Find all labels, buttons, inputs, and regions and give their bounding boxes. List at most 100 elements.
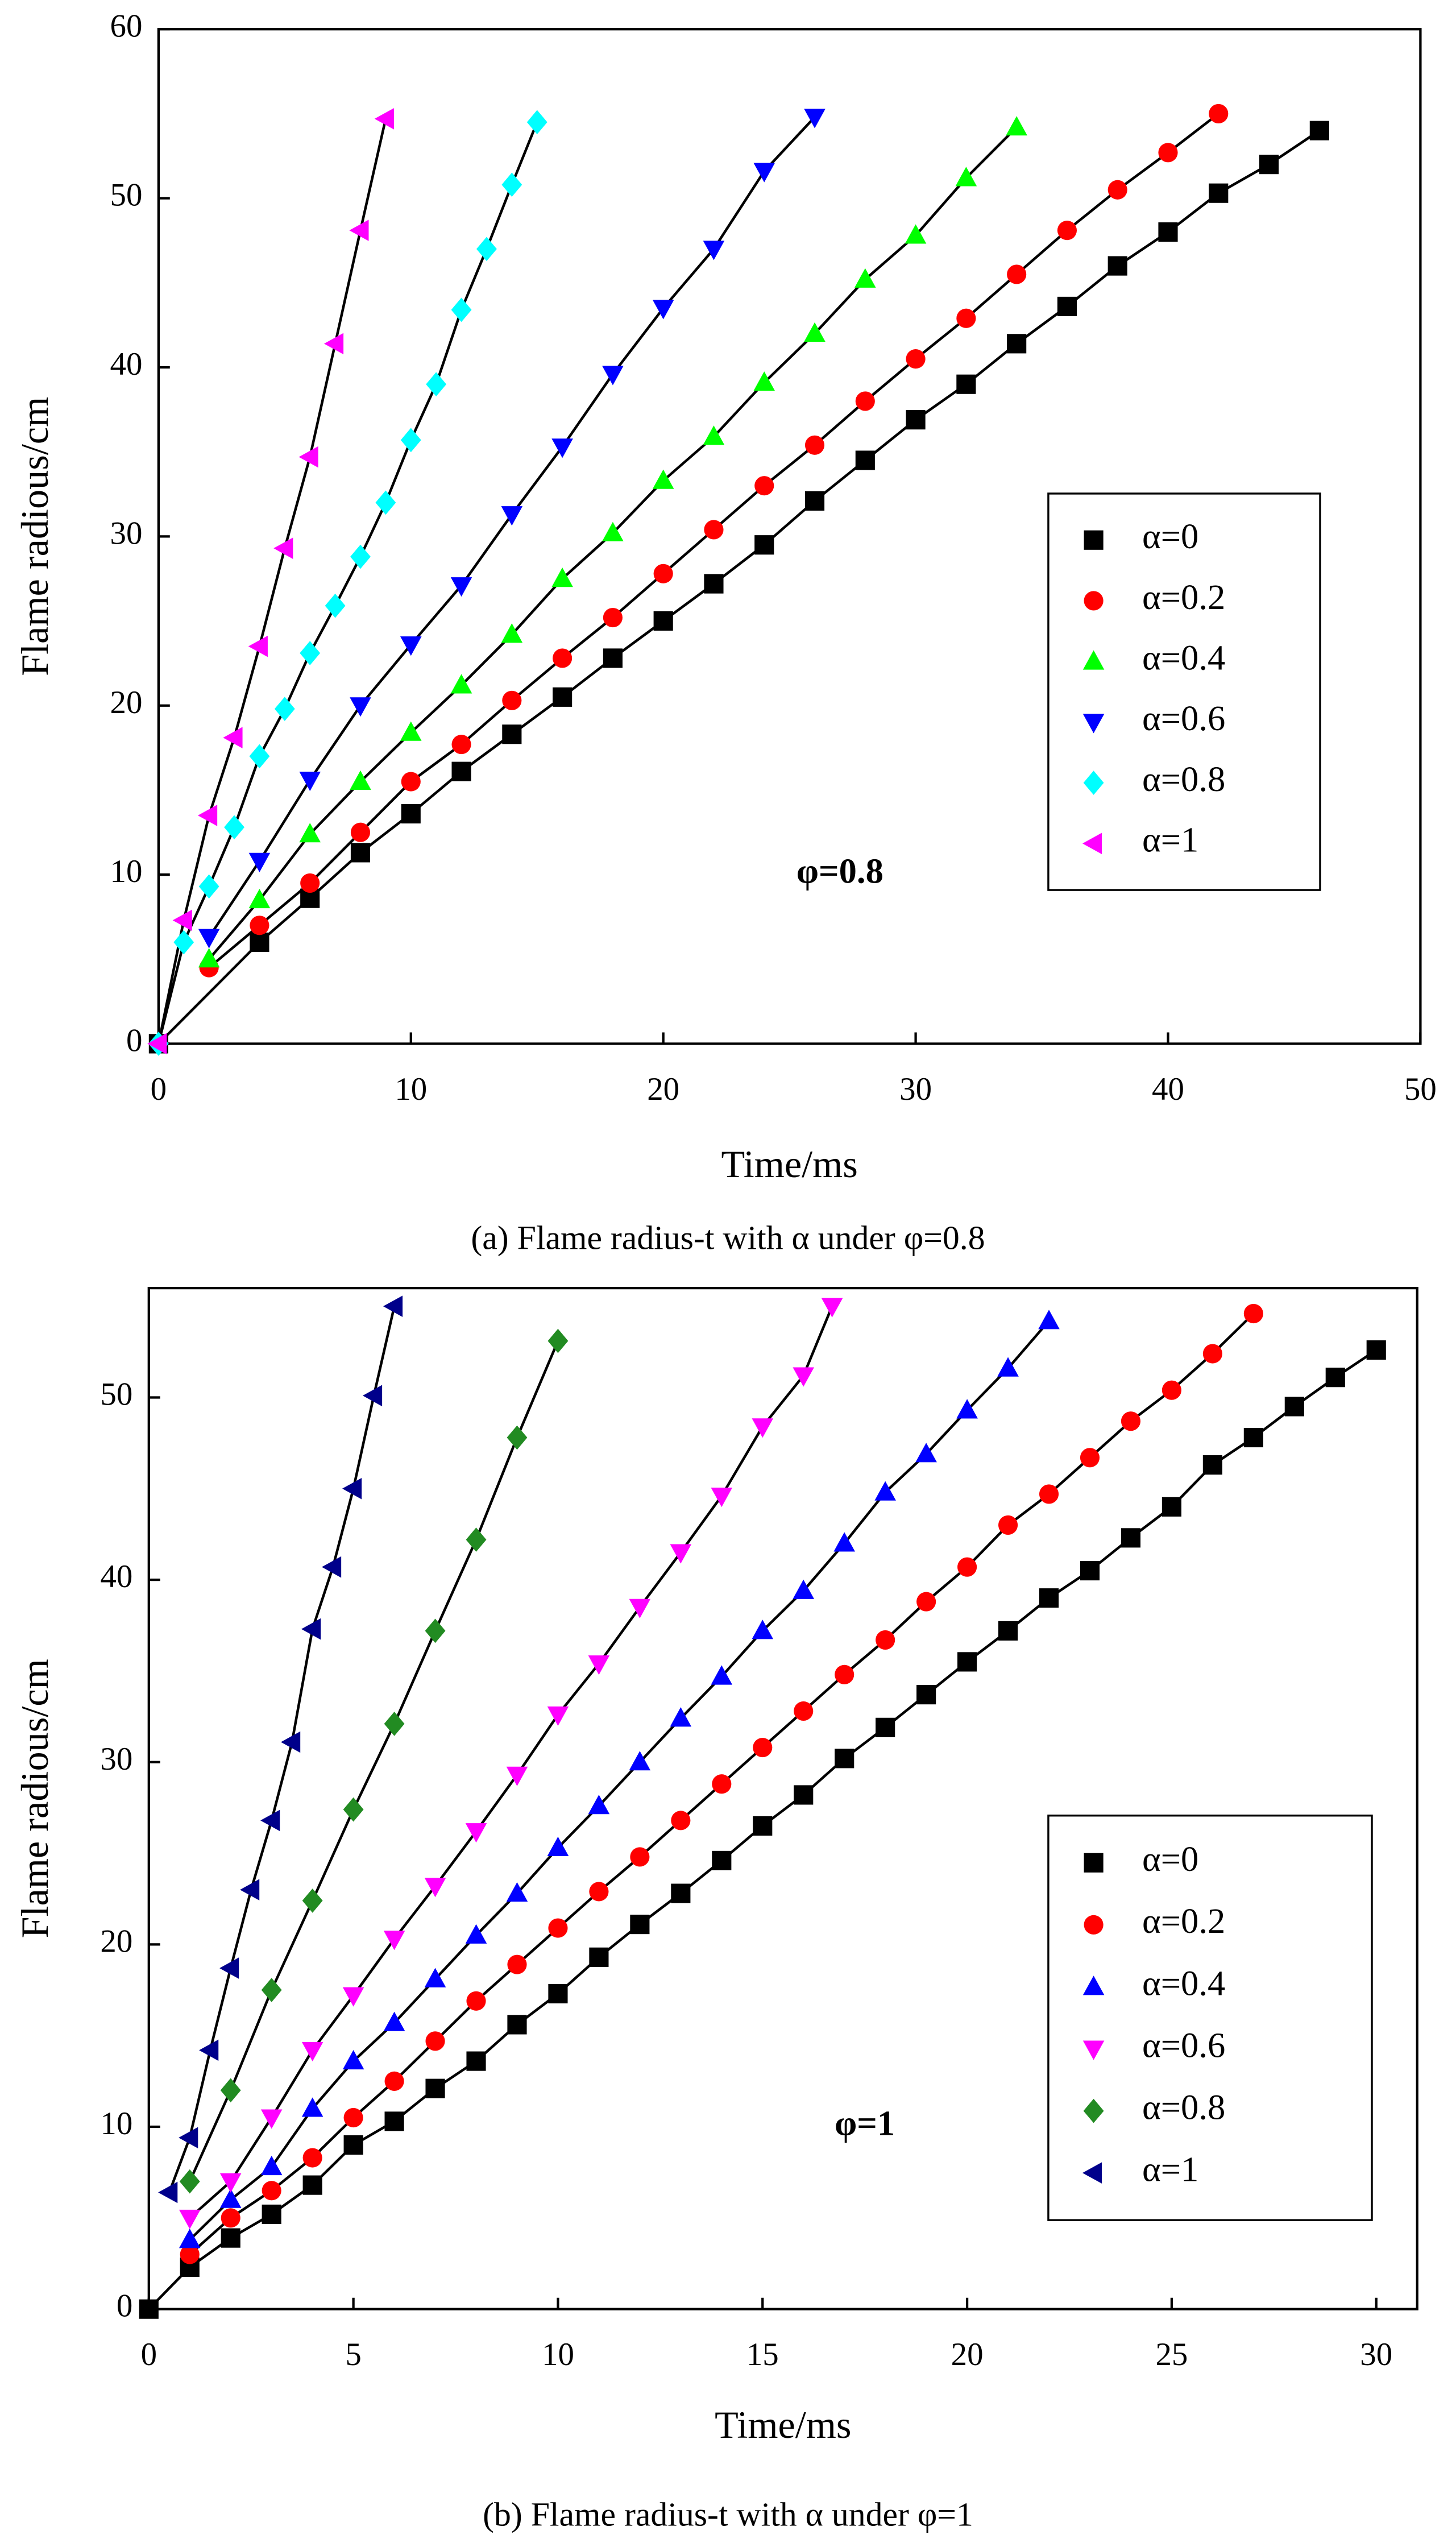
y-tick-label: 30 — [110, 515, 143, 551]
data-point — [754, 476, 774, 496]
data-point — [198, 805, 218, 826]
data-point — [526, 110, 547, 135]
data-point — [956, 374, 976, 394]
data-point — [425, 1618, 446, 1643]
data-point — [466, 1991, 486, 2011]
data-point — [383, 1295, 403, 1317]
data-point — [671, 1883, 691, 1903]
data-point — [1209, 183, 1229, 203]
data-point — [506, 1766, 528, 1786]
legend-label: α=0 — [1142, 516, 1198, 556]
data-point — [1162, 1497, 1181, 1517]
data-point — [551, 438, 573, 458]
data-point — [219, 2173, 242, 2193]
data-point — [274, 697, 295, 721]
data-point — [711, 1488, 733, 1508]
y-axis-title: Flame radious/cm — [13, 1659, 56, 1938]
data-point — [854, 268, 876, 288]
data-point — [548, 1918, 568, 1938]
legend-marker — [1082, 2162, 1102, 2184]
data-point — [752, 1418, 774, 1438]
data-point — [1057, 296, 1077, 317]
data-point — [343, 1797, 364, 1822]
data-point — [198, 948, 220, 968]
data-point — [915, 1443, 937, 1463]
data-point — [450, 674, 472, 694]
data-point — [507, 2015, 527, 2035]
data-point — [198, 929, 220, 949]
data-point — [300, 873, 320, 893]
data-point — [794, 1701, 814, 1721]
legend-label: α=1 — [1142, 2150, 1198, 2189]
data-point — [833, 1532, 855, 1552]
legend-marker — [1084, 591, 1104, 611]
data-point — [1284, 1397, 1304, 1417]
data-point — [476, 237, 497, 262]
legend-box — [1047, 1815, 1373, 2221]
caption: (b) Flame radius-t with α under φ=1 — [483, 2495, 973, 2533]
data-point — [301, 1618, 321, 1640]
data-point — [506, 1882, 528, 1902]
data-point — [548, 1983, 568, 2004]
data-point — [450, 577, 472, 597]
data-point — [179, 2209, 201, 2229]
data-point — [956, 1399, 978, 1419]
y-tick-label: 20 — [110, 685, 143, 720]
data-point — [876, 1717, 895, 1737]
legend-marker — [1083, 771, 1104, 795]
data-point — [703, 241, 725, 260]
legend-label: α=0.6 — [1142, 2025, 1225, 2065]
legend-label: α=0.8 — [1142, 759, 1225, 799]
data-point — [249, 744, 270, 769]
data-point — [302, 2148, 322, 2168]
data-point — [501, 623, 523, 643]
data-point — [298, 446, 318, 468]
data-point — [400, 636, 422, 656]
data-point — [465, 1823, 487, 1843]
data-point — [425, 2078, 445, 2098]
data-point — [501, 506, 523, 526]
data-point — [262, 2181, 281, 2201]
data-point — [704, 574, 724, 594]
legend-label: α=0.6 — [1142, 698, 1225, 738]
data-point — [916, 1685, 936, 1705]
data-point — [957, 1557, 977, 1577]
data-point — [466, 1527, 487, 1552]
data-point — [384, 2071, 404, 2091]
data-point — [753, 371, 775, 391]
data-point — [325, 593, 346, 618]
data-point — [342, 1478, 362, 1500]
data-point — [172, 909, 192, 931]
data-point — [553, 648, 573, 668]
data-point — [703, 425, 725, 445]
data-point — [1309, 121, 1329, 140]
data-point — [1057, 221, 1077, 241]
data-point — [219, 1957, 239, 1979]
data-point — [794, 1785, 814, 1805]
data-point — [323, 333, 344, 355]
data-point — [955, 167, 977, 187]
data-point — [1121, 1411, 1141, 1431]
data-point — [250, 916, 269, 935]
y-tick-label: 0 — [117, 2288, 132, 2324]
fit-line — [188, 1340, 559, 2182]
data-point — [603, 608, 623, 628]
fit-line — [208, 116, 816, 938]
data-point — [300, 641, 321, 665]
data-point — [180, 2244, 200, 2264]
y-tick-label: 30 — [100, 1741, 132, 1777]
data-point — [629, 1751, 651, 1771]
data-point — [711, 1665, 733, 1685]
data-point — [1006, 116, 1027, 136]
data-point — [653, 564, 673, 583]
data-point — [652, 469, 674, 489]
data-point — [147, 1033, 167, 1055]
data-point — [1162, 1380, 1181, 1400]
data-point — [1158, 222, 1178, 242]
data-point — [588, 1655, 610, 1675]
x-tick-label: 30 — [1360, 2337, 1392, 2372]
y-tick-label: 20 — [100, 1923, 132, 1959]
data-point — [502, 690, 522, 710]
data-point — [221, 2208, 240, 2228]
